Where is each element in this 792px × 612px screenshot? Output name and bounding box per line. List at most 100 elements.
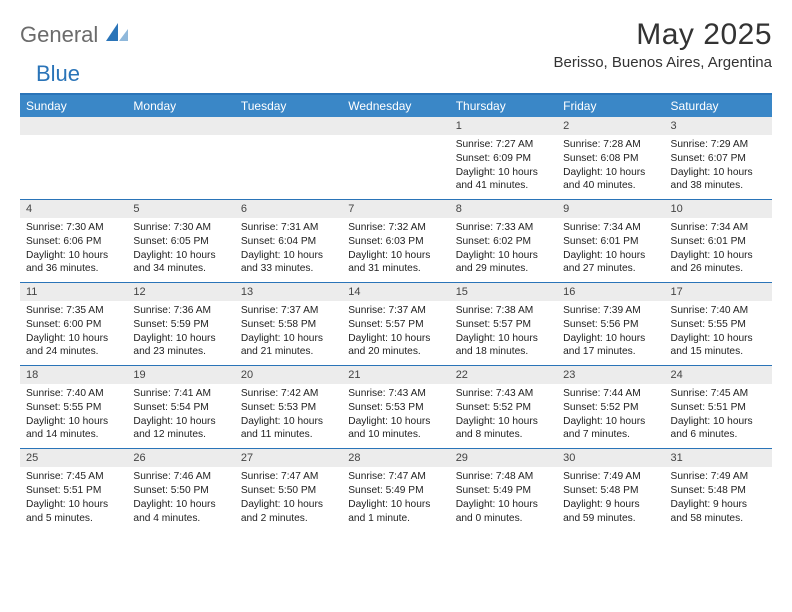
sunrise-text: Sunrise: 7:43 AM <box>456 387 551 401</box>
day-number: 26 <box>127 449 234 467</box>
calendar-day-cell: 1Sunrise: 7:27 AMSunset: 6:09 PMDaylight… <box>450 117 557 200</box>
day-number: 1 <box>450 117 557 135</box>
day-body: Sunrise: 7:32 AMSunset: 6:03 PMDaylight:… <box>342 218 449 282</box>
daylight-text: Daylight: 10 hours and 24 minutes. <box>26 332 121 360</box>
sunset-text: Sunset: 6:00 PM <box>26 318 121 332</box>
sunrise-text: Sunrise: 7:30 AM <box>133 221 228 235</box>
sunset-text: Sunset: 6:08 PM <box>563 152 658 166</box>
calendar-week-row: 18Sunrise: 7:40 AMSunset: 5:55 PMDayligh… <box>20 366 772 449</box>
sunset-text: Sunset: 5:57 PM <box>348 318 443 332</box>
calendar-day-cell: 14Sunrise: 7:37 AMSunset: 5:57 PMDayligh… <box>342 283 449 366</box>
calendar-day-cell: 19Sunrise: 7:41 AMSunset: 5:54 PMDayligh… <box>127 366 234 449</box>
day-number: 21 <box>342 366 449 384</box>
sunrise-text: Sunrise: 7:28 AM <box>563 138 658 152</box>
day-number: 6 <box>235 200 342 218</box>
daylight-text: Daylight: 10 hours and 40 minutes. <box>563 166 658 194</box>
day-number: 10 <box>665 200 772 218</box>
day-number: 24 <box>665 366 772 384</box>
daylight-text: Daylight: 9 hours and 58 minutes. <box>671 498 766 526</box>
daylight-text: Daylight: 10 hours and 34 minutes. <box>133 249 228 277</box>
day-number: 18 <box>20 366 127 384</box>
sunrise-text: Sunrise: 7:39 AM <box>563 304 658 318</box>
sunset-text: Sunset: 6:06 PM <box>26 235 121 249</box>
day-number: 19 <box>127 366 234 384</box>
sunset-text: Sunset: 6:07 PM <box>671 152 766 166</box>
sunset-text: Sunset: 5:53 PM <box>241 401 336 415</box>
calendar-day-cell: 28Sunrise: 7:47 AMSunset: 5:49 PMDayligh… <box>342 449 449 532</box>
weekday-header: Friday <box>557 95 664 117</box>
day-number: 20 <box>235 366 342 384</box>
sunset-text: Sunset: 5:58 PM <box>241 318 336 332</box>
calendar-day-cell: 25Sunrise: 7:45 AMSunset: 5:51 PMDayligh… <box>20 449 127 532</box>
calendar-day-cell: 23Sunrise: 7:44 AMSunset: 5:52 PMDayligh… <box>557 366 664 449</box>
sunset-text: Sunset: 5:52 PM <box>563 401 658 415</box>
daylight-text: Daylight: 10 hours and 14 minutes. <box>26 415 121 443</box>
weekday-header: Sunday <box>20 95 127 117</box>
day-body: Sunrise: 7:45 AMSunset: 5:51 PMDaylight:… <box>665 384 772 448</box>
day-body: Sunrise: 7:44 AMSunset: 5:52 PMDaylight:… <box>557 384 664 448</box>
calendar-week-row: 25Sunrise: 7:45 AMSunset: 5:51 PMDayligh… <box>20 449 772 532</box>
calendar-day-cell: 15Sunrise: 7:38 AMSunset: 5:57 PMDayligh… <box>450 283 557 366</box>
daylight-text: Daylight: 10 hours and 21 minutes. <box>241 332 336 360</box>
day-body: Sunrise: 7:43 AMSunset: 5:52 PMDaylight:… <box>450 384 557 448</box>
day-number: 5 <box>127 200 234 218</box>
daylight-text: Daylight: 10 hours and 1 minute. <box>348 498 443 526</box>
location-label: Berisso, Buenos Aires, Argentina <box>554 54 772 71</box>
day-body: Sunrise: 7:27 AMSunset: 6:09 PMDaylight:… <box>450 135 557 199</box>
day-body: Sunrise: 7:37 AMSunset: 5:58 PMDaylight:… <box>235 301 342 365</box>
day-number: 9 <box>557 200 664 218</box>
sunset-text: Sunset: 5:48 PM <box>671 484 766 498</box>
sunrise-text: Sunrise: 7:45 AM <box>26 470 121 484</box>
day-body: Sunrise: 7:28 AMSunset: 6:08 PMDaylight:… <box>557 135 664 199</box>
calendar-day-cell <box>127 117 234 200</box>
day-body: Sunrise: 7:33 AMSunset: 6:02 PMDaylight:… <box>450 218 557 282</box>
daylight-text: Daylight: 10 hours and 27 minutes. <box>563 249 658 277</box>
day-number: 22 <box>450 366 557 384</box>
sunset-text: Sunset: 6:01 PM <box>563 235 658 249</box>
day-number: 11 <box>20 283 127 301</box>
calendar-day-cell: 26Sunrise: 7:46 AMSunset: 5:50 PMDayligh… <box>127 449 234 532</box>
calendar-day-cell: 21Sunrise: 7:43 AMSunset: 5:53 PMDayligh… <box>342 366 449 449</box>
calendar-day-cell: 2Sunrise: 7:28 AMSunset: 6:08 PMDaylight… <box>557 117 664 200</box>
daylight-text: Daylight: 10 hours and 5 minutes. <box>26 498 121 526</box>
sunrise-text: Sunrise: 7:36 AM <box>133 304 228 318</box>
sunrise-text: Sunrise: 7:37 AM <box>241 304 336 318</box>
sunset-text: Sunset: 5:56 PM <box>563 318 658 332</box>
calendar-day-cell <box>342 117 449 200</box>
logo-sail-icon <box>104 23 130 48</box>
day-number-empty <box>127 117 234 135</box>
sunset-text: Sunset: 5:57 PM <box>456 318 551 332</box>
day-body: Sunrise: 7:47 AMSunset: 5:49 PMDaylight:… <box>342 467 449 531</box>
day-number: 4 <box>20 200 127 218</box>
day-body-empty <box>127 135 234 195</box>
calendar-weekday-header: SundayMondayTuesdayWednesdayThursdayFrid… <box>20 95 772 117</box>
day-body: Sunrise: 7:37 AMSunset: 5:57 PMDaylight:… <box>342 301 449 365</box>
day-number: 15 <box>450 283 557 301</box>
daylight-text: Daylight: 10 hours and 29 minutes. <box>456 249 551 277</box>
sunrise-text: Sunrise: 7:46 AM <box>133 470 228 484</box>
sunset-text: Sunset: 5:55 PM <box>671 318 766 332</box>
logo-text-1: General <box>20 22 98 48</box>
calendar-day-cell: 22Sunrise: 7:43 AMSunset: 5:52 PMDayligh… <box>450 366 557 449</box>
sunrise-text: Sunrise: 7:45 AM <box>671 387 766 401</box>
daylight-text: Daylight: 10 hours and 20 minutes. <box>348 332 443 360</box>
sunset-text: Sunset: 5:54 PM <box>133 401 228 415</box>
daylight-text: Daylight: 10 hours and 26 minutes. <box>671 249 766 277</box>
sunrise-text: Sunrise: 7:40 AM <box>671 304 766 318</box>
sunset-text: Sunset: 6:04 PM <box>241 235 336 249</box>
sunset-text: Sunset: 5:52 PM <box>456 401 551 415</box>
day-number: 16 <box>557 283 664 301</box>
day-body: Sunrise: 7:34 AMSunset: 6:01 PMDaylight:… <box>557 218 664 282</box>
calendar-day-cell: 10Sunrise: 7:34 AMSunset: 6:01 PMDayligh… <box>665 200 772 283</box>
sunset-text: Sunset: 5:49 PM <box>348 484 443 498</box>
calendar-day-cell: 3Sunrise: 7:29 AMSunset: 6:07 PMDaylight… <box>665 117 772 200</box>
day-body: Sunrise: 7:39 AMSunset: 5:56 PMDaylight:… <box>557 301 664 365</box>
calendar-day-cell: 4Sunrise: 7:30 AMSunset: 6:06 PMDaylight… <box>20 200 127 283</box>
sunrise-text: Sunrise: 7:49 AM <box>563 470 658 484</box>
calendar-day-cell: 13Sunrise: 7:37 AMSunset: 5:58 PMDayligh… <box>235 283 342 366</box>
daylight-text: Daylight: 9 hours and 59 minutes. <box>563 498 658 526</box>
calendar-day-cell: 9Sunrise: 7:34 AMSunset: 6:01 PMDaylight… <box>557 200 664 283</box>
sunrise-text: Sunrise: 7:44 AM <box>563 387 658 401</box>
day-number: 25 <box>20 449 127 467</box>
day-number: 17 <box>665 283 772 301</box>
